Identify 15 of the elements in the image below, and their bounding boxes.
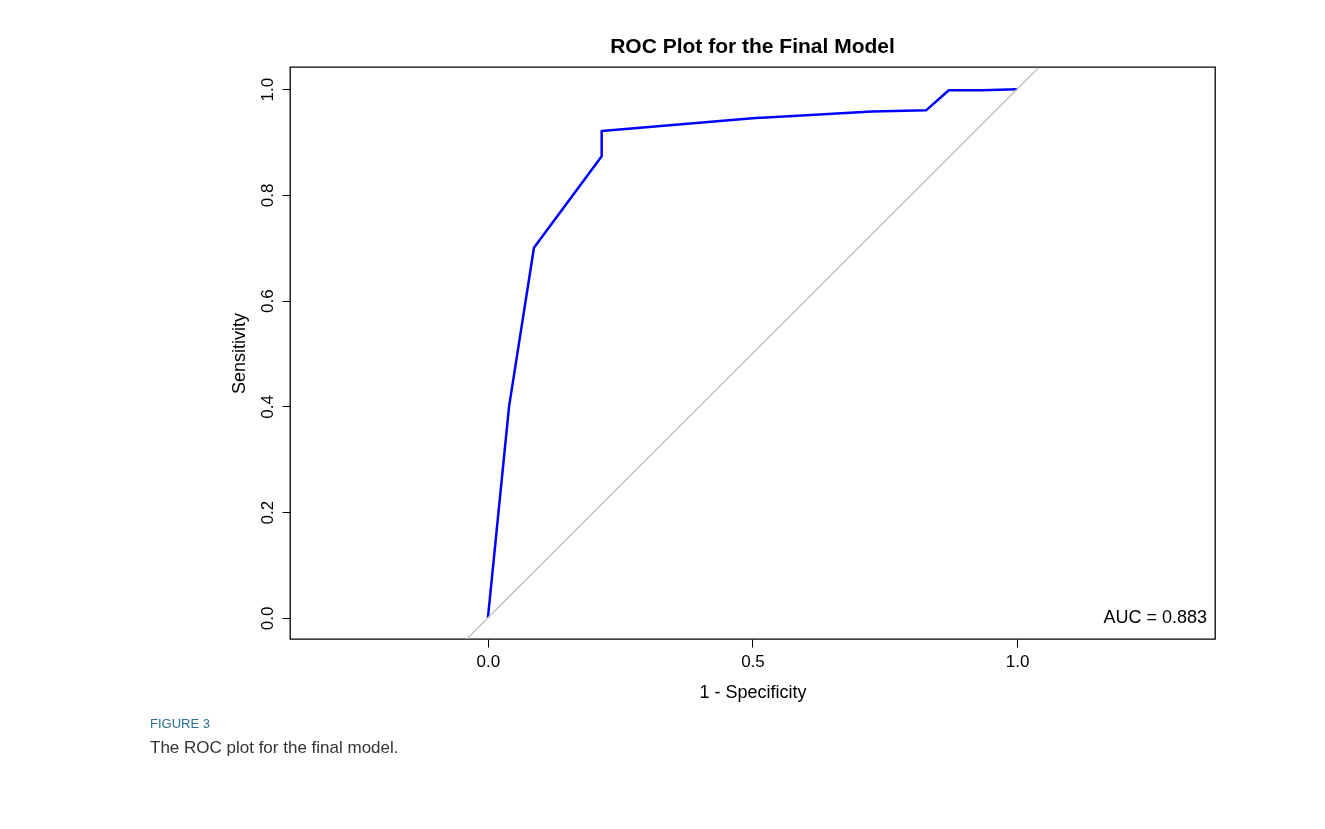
text: The ROC plot for the final model. xyxy=(150,738,399,757)
y-axis-title: Sensitivity xyxy=(228,312,249,395)
x-tick-label: 0.5 xyxy=(741,651,765,671)
annotation: AUC = 0.883 xyxy=(1103,607,1207,627)
x-tick-label: 0.0 xyxy=(476,651,501,671)
y-tick-label: 0.4 xyxy=(257,395,277,419)
x-tick-label: 1.0 xyxy=(1005,651,1030,671)
caption: FIGURE 3 xyxy=(150,716,210,731)
y-tick-label: 1.0 xyxy=(257,77,277,102)
y-tick-label: 0.2 xyxy=(257,500,277,525)
x-axis-title: 1 - Specificity xyxy=(699,681,807,702)
y-tick-label: 0.0 xyxy=(257,606,277,631)
y-tick-label: 0.8 xyxy=(257,183,277,208)
chart-title: ROC Plot for the Final Model xyxy=(610,34,895,57)
y-tick-label: 0.6 xyxy=(257,289,277,313)
